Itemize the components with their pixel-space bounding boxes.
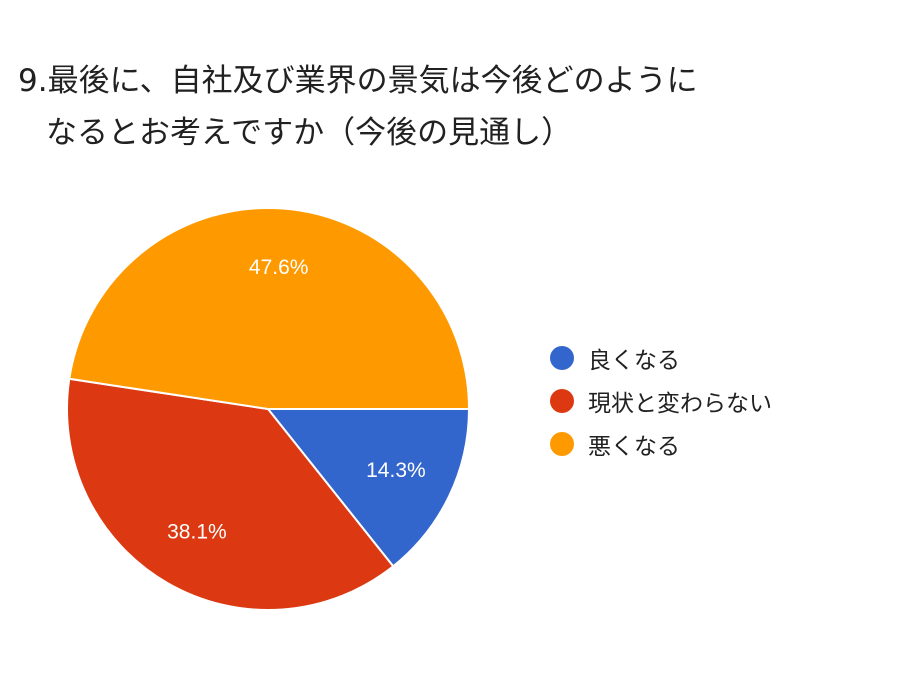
legend-swatch-good — [550, 345, 574, 370]
legend-label-unchanged: 現状と変わらない — [588, 390, 772, 417]
legend: 良くなる 現状と変わらない 悪くなる — [550, 336, 772, 465]
pie-label-good: 14.3% — [366, 459, 426, 482]
legend-item-unchanged[interactable]: 現状と変わらない — [550, 379, 772, 422]
legend-item-worse[interactable]: 悪くなる — [550, 422, 772, 465]
legend-label-good: 良くなる — [588, 347, 680, 374]
pie-slice-good[interactable] — [265, 408, 471, 568]
legend-item-good[interactable]: 良くなる — [550, 336, 772, 379]
legend-swatch-worse — [550, 431, 574, 456]
legend-swatch-unchanged — [550, 388, 574, 413]
chart-title-line-2: なるとお考えですか（今後の見通し） — [46, 115, 573, 151]
pie-slice-worse[interactable] — [68, 207, 471, 410]
pie-label-worse: 47.6% — [249, 256, 309, 279]
chart-title: 9.最後に、自社及び業界の景気は今後どのように なるとお考えですか（今後の見通し… — [18, 55, 878, 159]
pie-label-unchanged: 38.1% — [167, 520, 227, 543]
pie-slice-unchanged[interactable] — [66, 377, 395, 611]
chart-title-line-1: 9.最後に、自社及び業界の景気は今後どのように — [18, 63, 698, 99]
legend-label-worse: 悪くなる — [588, 433, 680, 460]
